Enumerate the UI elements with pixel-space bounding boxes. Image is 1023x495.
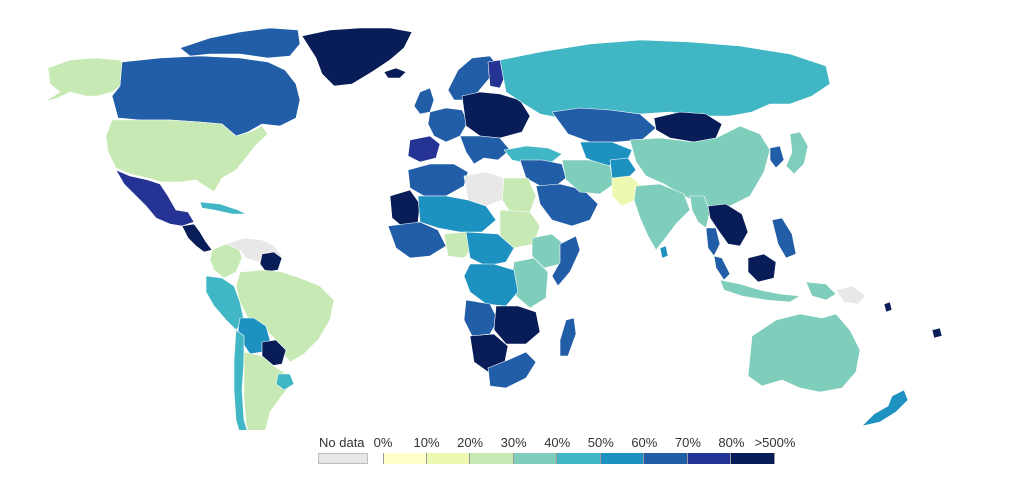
region-afghanistan [609, 157, 637, 181]
region-central-america [181, 223, 213, 253]
region-china [629, 125, 771, 207]
legend-bin-label: 20% [457, 435, 484, 450]
region-canadian-arctic [179, 27, 301, 59]
region-new-guinea [805, 281, 837, 301]
legend-bin-label: 50% [587, 435, 614, 450]
legend-no-data-label: No data [319, 435, 365, 450]
region-argentina [243, 351, 291, 430]
region-russia [499, 39, 831, 119]
region-korea [769, 145, 785, 169]
region-india [633, 183, 691, 251]
region-uruguay [275, 373, 295, 391]
region-australia [747, 313, 861, 393]
region-brazil [235, 269, 335, 363]
legend-no-data-swatch [318, 453, 368, 464]
legend-bin-swatch [513, 453, 558, 464]
region-malaysia [713, 255, 731, 281]
region-south-africa [487, 351, 537, 389]
world-choropleth-map [43, 27, 943, 430]
legend-bin-swatch [644, 453, 688, 464]
region-congo-drc [463, 263, 519, 307]
region-madagascar [559, 317, 577, 357]
region-alaska [43, 57, 126, 103]
region-borneo [747, 253, 777, 283]
region-central-europe [461, 91, 531, 139]
region-west-africa [387, 221, 447, 259]
legend-bin-swatch [557, 453, 601, 464]
legend-bin-label: 30% [500, 435, 527, 450]
legend-bin-swatch [687, 453, 732, 464]
region-thailand [705, 227, 721, 257]
region-indonesia [719, 279, 801, 303]
legend-bin-label: 10% [413, 435, 440, 450]
region-central-africa [465, 231, 515, 267]
legend-bin-label: 0% [373, 435, 393, 450]
region-iceland [383, 67, 407, 79]
legend-bin-swatch [383, 453, 427, 464]
region-papua [835, 285, 867, 305]
region-iran [561, 159, 615, 195]
region-sri-lanka [659, 245, 669, 259]
region-indochina [707, 203, 749, 247]
region-turkey [503, 145, 563, 165]
region-sahel [417, 195, 497, 233]
legend-bin-label: 80% [718, 435, 745, 450]
legend-end-label: >500% [754, 435, 796, 450]
legend-bin-swatch [426, 453, 471, 464]
legend-bin-label: 60% [631, 435, 658, 450]
region-egypt [501, 177, 537, 213]
legend-bin-swatch [470, 453, 514, 464]
region-angola [463, 299, 499, 337]
region-greenland [301, 27, 413, 87]
legend-bin-label: 70% [674, 435, 701, 450]
region-canada [111, 55, 301, 137]
legend-bin-swatch [731, 453, 775, 464]
region-caribbean [199, 201, 247, 215]
region-philippines [771, 217, 797, 259]
region-suriname [259, 251, 283, 273]
region-pacific-islands [883, 301, 943, 339]
region-zambia-zimbabwe [493, 305, 541, 345]
region-new-zealand [861, 389, 909, 427]
region-japan [785, 131, 809, 175]
region-mongolia [653, 111, 723, 143]
legend-bin-swatch [600, 453, 645, 464]
region-mexico [115, 169, 195, 227]
region-italy-balkans [459, 135, 511, 165]
legend-bin-label: 40% [544, 435, 571, 450]
region-somalia [551, 235, 581, 287]
region-uk-ireland [413, 87, 435, 115]
region-united-states [105, 119, 269, 193]
region-iberia [407, 135, 441, 163]
region-kazakhstan [551, 107, 657, 143]
region-saudi-arabia [535, 183, 599, 227]
region-north-africa-west [407, 163, 469, 197]
